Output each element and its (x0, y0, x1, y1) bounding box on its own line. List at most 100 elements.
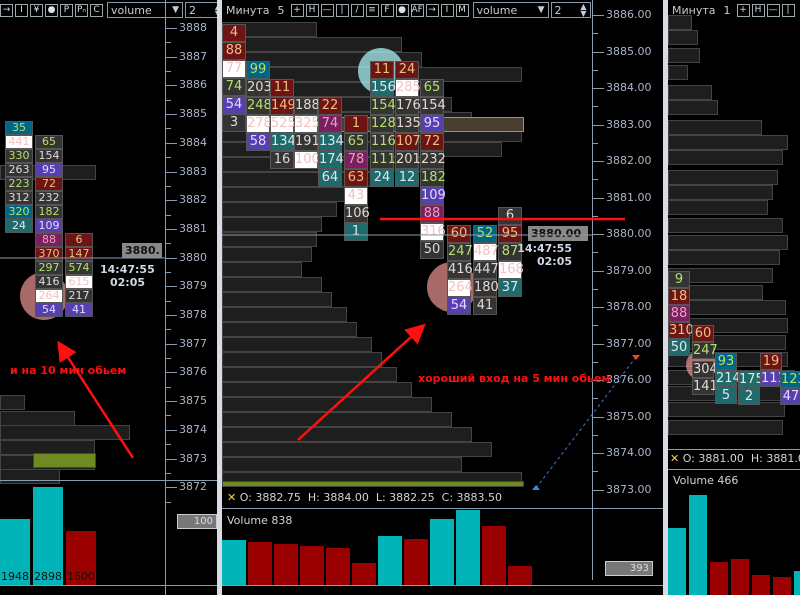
volume-pane-divider (668, 469, 800, 470)
footprint-cell: 95 (35, 163, 63, 177)
spinner-arrows-icon[interactable]: ▲▼ (580, 2, 587, 18)
footprint-cell: 525 (270, 114, 296, 133)
toolbar-button[interactable]: — (766, 3, 780, 17)
footprint-cell: 58 (246, 132, 270, 151)
profile-bar (668, 85, 712, 100)
footprint-cell: 134 (270, 132, 296, 151)
toolbar-button[interactable]: M (455, 3, 469, 17)
indicator-select[interactable]: volume ▼ (107, 2, 183, 18)
crosshair-tools-icon[interactable]: ✕ (227, 491, 237, 504)
price-tick (165, 228, 177, 230)
ohlc-high: H: 3884.00 (307, 491, 369, 504)
toolbar-button[interactable]: → (425, 3, 439, 17)
price-axis[interactable] (165, 0, 166, 595)
toolbar-button[interactable]: ¥ (30, 3, 43, 17)
price-tick (165, 401, 177, 403)
ohlc-readout: ✕ O: 3881.00 H: 3881.00 (670, 452, 800, 465)
toolbar-button[interactable]: + (736, 3, 750, 17)
price-minor-tick (592, 398, 598, 400)
footprint-cell: 176 (395, 96, 421, 115)
toolbar-button[interactable]: H (751, 3, 765, 17)
price-minor-tick (165, 472, 171, 474)
toolbar-button[interactable]: / (350, 3, 364, 17)
volume-bar (430, 519, 454, 585)
toolbar-button[interactable]: | (781, 3, 795, 17)
chart-title: Минута (226, 3, 270, 17)
profile-bar (668, 48, 700, 63)
toolbar-button[interactable]: + (290, 3, 304, 17)
toolbar-button[interactable]: ● (395, 3, 409, 17)
volume-bar (352, 562, 376, 585)
profile-bar (222, 352, 382, 367)
footprint-cell: 63 (344, 169, 368, 188)
footprint-cell: 100 (294, 151, 320, 170)
profile-bar (668, 150, 783, 165)
current-price-tag: 3880.00 (528, 226, 588, 241)
spin-input[interactable]: 2 ▲▼ (185, 2, 217, 18)
footprint-cell: 154 (370, 96, 396, 115)
toolbar-button[interactable]: — (320, 3, 334, 17)
footprint-cell: 88 (222, 42, 246, 61)
toolbar-button[interactable]: I (440, 3, 454, 17)
footprint-cell: 47 (780, 387, 800, 405)
indicator-select-value: volume (476, 3, 518, 17)
bar-time: 14:47:55 (517, 242, 572, 255)
indicator-select[interactable]: volume ▼ (472, 2, 549, 18)
price-label: 3880 (179, 250, 207, 264)
footprint-cell: 72 (420, 132, 444, 151)
toolbar-button[interactable]: AF (410, 3, 424, 17)
footprint-cell: 9 (668, 270, 690, 288)
timeframe[interactable]: 5 (277, 3, 285, 17)
price-label: 3888 (179, 21, 207, 34)
toolbar-button[interactable]: H (305, 3, 319, 17)
price-tick (592, 307, 604, 308)
spin-input[interactable]: 2 ▲▼ (550, 2, 591, 18)
price-label: 3885 (179, 107, 207, 121)
price-tick (165, 458, 177, 460)
price-label: 3884 (179, 135, 207, 149)
toolbar-button[interactable]: | (335, 3, 349, 17)
price-label: 3883 (179, 164, 207, 178)
price-axis[interactable] (592, 0, 593, 580)
profile-bar (668, 15, 692, 30)
footprint-cell: 54 (35, 303, 63, 317)
toolbar-button[interactable]: P (60, 3, 73, 17)
volume-bar-value: 2898 (34, 570, 62, 583)
toolbar-button[interactable]: ● (45, 3, 58, 17)
footprint-cell: 168 (498, 260, 524, 279)
footprint-cell: 247 (692, 342, 718, 360)
footprint-cell: 175 (738, 370, 764, 388)
spinner-arrows-icon[interactable]: ▲▼ (215, 3, 217, 18)
toolbar-button[interactable]: C (90, 3, 103, 17)
toolbar-button[interactable]: I (15, 3, 28, 17)
footprint-cell: 35 (5, 121, 33, 135)
timeframe[interactable]: 1 (723, 3, 731, 17)
footprint-cell: 18 (668, 287, 690, 305)
volume-bar (326, 547, 350, 585)
volume-bar-value: 1948 (1, 570, 29, 583)
volume-bar (668, 528, 686, 595)
toolbar-button[interactable]: → (0, 3, 13, 17)
price-label: 3876 (179, 365, 207, 379)
crosshair-tools-icon[interactable]: ✕ (670, 452, 680, 465)
toolbar-button[interactable]: F (380, 3, 394, 17)
footprint-cell: 41 (65, 303, 93, 317)
price-minor-tick (592, 288, 598, 290)
price-label: 3872 (179, 480, 207, 494)
price-tick (592, 234, 604, 235)
footprint-cell: 278 (246, 114, 272, 133)
toolbar-button[interactable]: Pₙ (75, 3, 88, 17)
toolbar-button[interactable]: ≡ (365, 3, 379, 17)
volume-pane-divider (0, 480, 217, 481)
price-minor-tick (165, 42, 171, 44)
panel-separator[interactable] (217, 0, 222, 595)
panel-separator[interactable] (663, 0, 668, 595)
footprint-cell: 149 (270, 96, 296, 115)
volume-bar (274, 544, 298, 585)
footprint-cell: 182 (420, 168, 446, 187)
chart-panel-1min[interactable]: Минута 1 + H — | 9 18 88 310 50 60 247 304 141 93 214 5 1… (668, 0, 800, 595)
price-minor-tick (592, 142, 598, 144)
